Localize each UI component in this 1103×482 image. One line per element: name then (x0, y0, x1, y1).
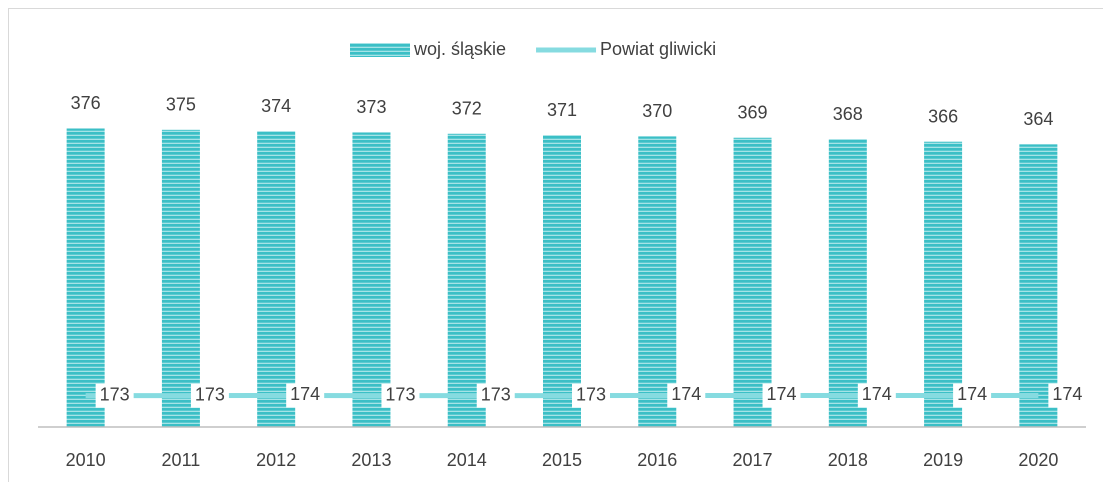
bar-value-label: 368 (833, 104, 863, 124)
bar (257, 131, 296, 427)
line-value-label: 174 (767, 384, 797, 404)
x-tick-label: 2011 (162, 450, 201, 470)
value-label-bg (572, 383, 610, 408)
line-value-label: 174 (290, 384, 320, 404)
x-tick-label: 2016 (637, 450, 677, 470)
bar (733, 137, 772, 428)
value-label-bg (476, 383, 515, 408)
line-value-label: 173 (576, 384, 606, 404)
legend-label: woj. śląskie (413, 39, 506, 59)
bar (1019, 144, 1058, 427)
line-value-label: 174 (957, 384, 987, 404)
line-value-label: 174 (862, 384, 892, 404)
bar-value-label: 370 (642, 101, 672, 121)
bar-value-label: 369 (738, 102, 768, 122)
x-tick-label: 2014 (447, 450, 487, 470)
bar-value-label: 366 (928, 106, 958, 126)
value-label-bg (381, 383, 420, 408)
bar (924, 141, 963, 427)
line-value-label: 173 (195, 384, 225, 404)
x-tick-label: 2015 (542, 450, 582, 470)
bar-value-label: 364 (1023, 109, 1053, 129)
line-value-label: 173 (100, 384, 130, 404)
value-label-bg (95, 383, 134, 408)
value-label-bg (667, 383, 706, 408)
line-value-label: 173 (481, 384, 511, 404)
legend-swatch (350, 43, 410, 57)
bar-value-label: 372 (452, 99, 482, 119)
bar-value-label: 373 (356, 97, 386, 117)
bar-value-label: 371 (547, 100, 577, 120)
bar (638, 136, 677, 427)
value-label-bg (762, 383, 801, 408)
value-label-bg (857, 383, 896, 408)
x-tick-label: 2013 (351, 450, 391, 470)
bar (543, 135, 581, 428)
x-tick-label: 2012 (256, 450, 296, 470)
bar-value-label: 374 (261, 96, 291, 116)
x-tick-label: 2010 (66, 450, 106, 470)
value-label-bg (1048, 383, 1087, 408)
value-label-bg (190, 383, 229, 408)
bar (447, 133, 486, 427)
line-value-label: 174 (671, 384, 701, 404)
value-label-bg (953, 383, 992, 408)
bar (352, 132, 391, 427)
bar-value-label: 375 (166, 95, 196, 115)
x-tick-label: 2017 (733, 450, 773, 470)
line-value-label: 174 (1052, 384, 1082, 404)
bar (828, 139, 867, 427)
value-label-bg (286, 383, 325, 408)
bar (161, 129, 200, 427)
x-tick-label: 2019 (923, 450, 963, 470)
legend-label: Powiat gliwicki (600, 39, 716, 59)
bar-value-label: 376 (71, 93, 101, 113)
bar (66, 128, 105, 427)
x-tick-label: 2018 (828, 450, 868, 470)
line-value-label: 173 (385, 384, 415, 404)
x-tick-label: 2020 (1018, 450, 1058, 470)
